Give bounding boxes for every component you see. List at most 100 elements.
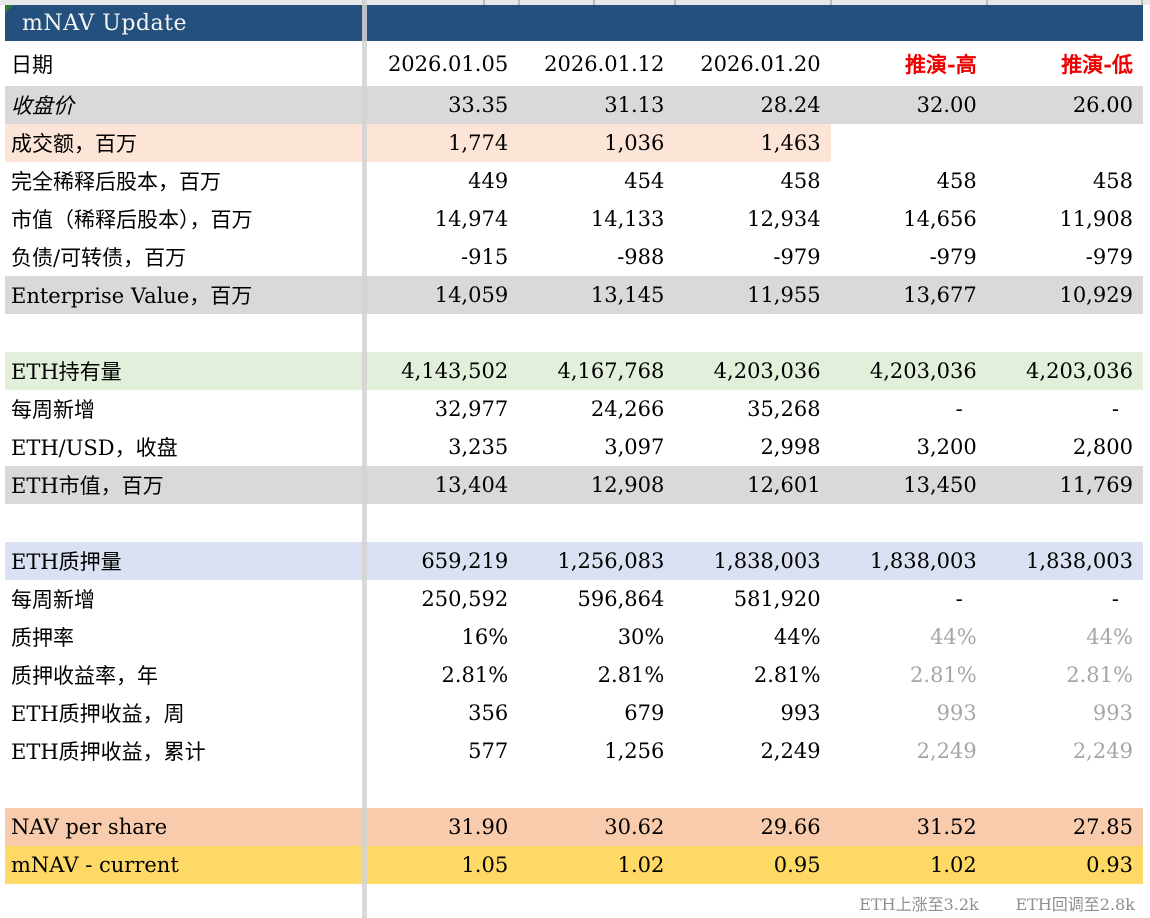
value-cell[interactable]: 458: [936, 169, 977, 193]
value-cell[interactable]: 44%: [1086, 625, 1133, 649]
value-cell[interactable]: 11,769: [986, 466, 1143, 504]
value-cell[interactable]: 356: [468, 701, 509, 725]
value-cell[interactable]: [518, 314, 674, 352]
value-cell[interactable]: 1,036: [518, 124, 675, 162]
value-cell[interactable]: 458: [780, 169, 821, 193]
value-cell[interactable]: 2.81%: [910, 663, 977, 687]
value-cell[interactable]: 31.52: [830, 808, 987, 846]
value-cell[interactable]: 12,601: [674, 466, 831, 504]
eth-usd-close-row-label[interactable]: ETH/USD，收盘: [11, 436, 178, 460]
value-cell[interactable]: 4,203,036: [986, 352, 1143, 390]
value-cell[interactable]: 14,133: [590, 207, 665, 231]
value-cell[interactable]: 679: [624, 701, 665, 725]
value-cell[interactable]: 12,908: [518, 466, 675, 504]
value-cell[interactable]: 12,934: [747, 207, 821, 231]
value-cell[interactable]: 10,929: [986, 276, 1143, 314]
value-cell[interactable]: ETH上涨至3.2k: [859, 895, 979, 914]
value-cell[interactable]: 993: [936, 701, 977, 725]
value-cell[interactable]: 1,838,003: [674, 542, 831, 580]
enterprise-value-row-label[interactable]: Enterprise Value，百万: [5, 276, 362, 314]
value-cell[interactable]: 1.05: [362, 846, 519, 884]
value-cell[interactable]: 1,256: [604, 739, 665, 763]
value-cell[interactable]: 13,145: [518, 276, 675, 314]
value-cell[interactable]: 1,838,003: [986, 542, 1143, 580]
value-cell[interactable]: [518, 770, 674, 808]
value-cell[interactable]: [831, 504, 987, 542]
value-cell[interactable]: 3,200: [916, 435, 977, 459]
nav-per-share-row-label[interactable]: NAV per share: [5, 808, 362, 846]
value-cell[interactable]: 993: [780, 701, 821, 725]
value-cell[interactable]: 2.81%: [753, 663, 821, 687]
value-cell[interactable]: -: [955, 587, 963, 611]
value-cell[interactable]: -979: [773, 245, 821, 269]
value-cell[interactable]: 1,838,003: [830, 542, 987, 580]
value-cell[interactable]: -988: [617, 245, 665, 269]
value-cell[interactable]: 659,219: [362, 542, 519, 580]
column-header-cell[interactable]: 2026.01.20: [700, 51, 821, 76]
value-cell[interactable]: 2,249: [760, 739, 821, 763]
staking-income-cumulative-row-label[interactable]: ETH质押收益，累计: [11, 740, 206, 764]
value-cell[interactable]: 31.13: [518, 86, 675, 124]
value-cell[interactable]: 14,059: [362, 276, 519, 314]
column-header-cell[interactable]: 推演-高: [905, 51, 977, 77]
staking-income-weekly-row-label[interactable]: ETH质押收益，周: [11, 702, 185, 726]
spacer-row-1-label[interactable]: [5, 314, 362, 352]
value-cell[interactable]: ETH回调至2.8k: [1015, 895, 1135, 914]
spacer-row-2-label[interactable]: [5, 504, 362, 542]
staking-yield-annual-row-label[interactable]: 质押收益率，年: [11, 664, 158, 688]
closing-price-row-label[interactable]: 收盘价: [5, 86, 362, 124]
fully-diluted-shares-row-label[interactable]: 完全稀释后股本，百万: [11, 170, 221, 194]
table-title-bar[interactable]: mNAV Update: [5, 5, 1143, 41]
value-cell[interactable]: 11,908: [1059, 207, 1133, 231]
value-cell[interactable]: -915: [461, 245, 509, 269]
column-header-cell[interactable]: 2026.01.12: [544, 51, 665, 76]
value-cell[interactable]: 32,977: [434, 397, 509, 421]
value-cell[interactable]: 2.81%: [1066, 663, 1133, 687]
eth-holdings-row-label[interactable]: ETH持有量: [5, 352, 362, 390]
value-cell[interactable]: [362, 884, 518, 915]
value-cell[interactable]: 28.24: [674, 86, 831, 124]
value-cell[interactable]: 26.00: [986, 86, 1143, 124]
spacer-row-3-label[interactable]: [5, 770, 362, 808]
debt-convertible-row-label[interactable]: 负债/可转债，百万: [11, 246, 187, 270]
value-cell[interactable]: 4,203,036: [830, 352, 987, 390]
value-cell[interactable]: 2.81%: [597, 663, 665, 687]
value-cell[interactable]: -979: [1085, 245, 1133, 269]
value-cell[interactable]: 31.90: [362, 808, 519, 846]
value-cell[interactable]: 2,249: [916, 739, 977, 763]
value-cell[interactable]: 4,203,036: [674, 352, 831, 390]
value-cell[interactable]: [831, 124, 987, 162]
value-cell[interactable]: 13,450: [830, 466, 987, 504]
value-cell[interactable]: [518, 884, 674, 915]
column-header-cell[interactable]: 2026.01.05: [387, 51, 509, 76]
value-cell[interactable]: 27.85: [986, 808, 1143, 846]
value-cell[interactable]: [987, 314, 1143, 352]
value-cell[interactable]: 449: [468, 169, 509, 193]
value-cell[interactable]: -: [1111, 397, 1119, 421]
value-cell[interactable]: 0.95: [674, 846, 831, 884]
value-cell[interactable]: [362, 770, 518, 808]
value-cell[interactable]: 3,235: [448, 435, 509, 459]
column-header-cell[interactable]: 推演-低: [1061, 51, 1133, 77]
date-row-label[interactable]: 日期: [11, 52, 53, 77]
value-cell[interactable]: 33.35: [362, 86, 519, 124]
value-cell[interactable]: 3,097: [604, 435, 665, 459]
value-cell[interactable]: [362, 504, 518, 542]
value-cell[interactable]: 30%: [617, 625, 665, 649]
value-cell[interactable]: 29.66: [674, 808, 831, 846]
value-cell[interactable]: 596,864: [577, 587, 665, 611]
value-cell[interactable]: [674, 884, 830, 915]
value-cell[interactable]: 44%: [930, 625, 977, 649]
value-cell[interactable]: [674, 504, 830, 542]
value-cell[interactable]: 577: [468, 739, 509, 763]
weekly-added-holdings-row-label[interactable]: 每周新增: [11, 398, 95, 422]
value-cell[interactable]: 0.93: [986, 846, 1143, 884]
value-cell[interactable]: 458: [1092, 169, 1133, 193]
value-cell[interactable]: 11,955: [674, 276, 831, 314]
value-cell[interactable]: [362, 314, 518, 352]
value-cell[interactable]: -979: [929, 245, 977, 269]
footnote-row-label[interactable]: [5, 884, 362, 915]
value-cell[interactable]: 1,256,083: [518, 542, 675, 580]
value-cell[interactable]: 35,268: [747, 397, 821, 421]
value-cell[interactable]: -: [955, 397, 963, 421]
